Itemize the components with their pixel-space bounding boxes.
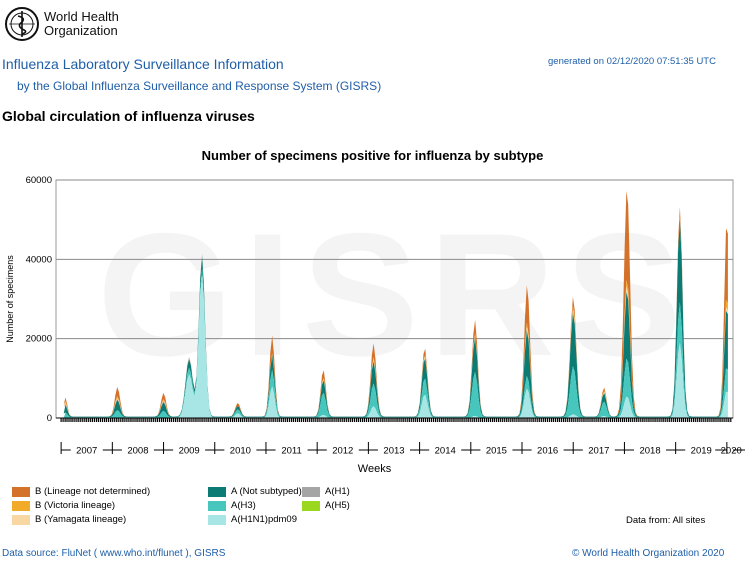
legend-swatch xyxy=(208,500,226,511)
y-tick-label: 0 xyxy=(47,413,52,424)
y-axis-title: Number of specimens xyxy=(5,255,15,343)
x-year-label: 2012 xyxy=(332,446,353,457)
x-year-label: 2009 xyxy=(179,446,200,457)
page-subtitle: by the Global Influenza Surveillance and… xyxy=(17,79,382,93)
who-logo: World Health Organization xyxy=(4,6,119,42)
x-year-label: 2010 xyxy=(230,446,251,457)
legend-label: B (Lineage not determined) xyxy=(35,486,151,497)
legend-label: A(H1N1)pdm09 xyxy=(231,514,297,525)
legend-item-b-victoria-lineage: B (Victoria lineage) xyxy=(12,500,115,511)
org-line-2: Organization xyxy=(44,23,118,38)
x-year-label: 2016 xyxy=(537,446,558,457)
legend-label: B (Victoria lineage) xyxy=(35,500,116,511)
org-line-1: World Health xyxy=(44,9,119,24)
legend-item-a-h5: A(H5) xyxy=(302,500,350,511)
data-source-link[interactable]: Data source: FluNet ( www.who.int/flunet… xyxy=(2,548,226,559)
x-year-label: 2008 xyxy=(127,446,148,457)
x-year-label: 2018 xyxy=(639,446,660,457)
x-year-label: 2015 xyxy=(486,446,507,457)
y-tick-label: 60000 xyxy=(26,175,52,186)
x-year-label: 2007 xyxy=(76,446,97,457)
section-heading: Global circulation of influenza viruses xyxy=(2,108,255,124)
y-tick-label: 40000 xyxy=(26,254,52,265)
legend-item-b-yamagata-lineage: B (Yamagata lineage) xyxy=(12,514,126,525)
legend-swatch xyxy=(12,514,30,525)
legend-item-a-not-subtyped: A (Not subtyped) xyxy=(208,486,302,497)
who-logo-text: World Health Organization xyxy=(44,10,119,38)
legend-swatch xyxy=(12,500,30,511)
x-year-label: 2013 xyxy=(383,446,404,457)
x-year-label: 2011 xyxy=(281,446,301,457)
legend-item-b-lineage-not-determined: B (Lineage not determined) xyxy=(12,486,150,497)
x-axis-title: Weeks xyxy=(358,463,392,475)
x-year-label: 2014 xyxy=(435,446,456,457)
plot-frame xyxy=(55,179,734,419)
legend-item-a-h3: A(H3) xyxy=(208,500,256,511)
generated-timestamp: generated on 02/12/2020 07:51:35 UTC xyxy=(548,56,716,67)
legend-swatch xyxy=(302,500,320,511)
legend-swatch xyxy=(302,486,320,497)
legend-item-a-h1n1-pdm09: A(H1N1)pdm09 xyxy=(208,514,297,525)
legend-label: A(H5) xyxy=(325,500,350,511)
legend-swatch xyxy=(208,514,226,525)
who-emblem-icon xyxy=(5,7,39,41)
legend-label: A(H3) xyxy=(231,500,256,511)
page-title: Influenza Laboratory Surveillance Inform… xyxy=(2,56,284,72)
x-year-label: 2020 xyxy=(721,446,742,457)
data-from-note: Data from: All sites xyxy=(626,515,706,526)
legend-swatch xyxy=(208,486,226,497)
y-tick-label: 20000 xyxy=(26,334,52,345)
legend-swatch xyxy=(12,486,30,497)
legend-label: A(H1) xyxy=(325,486,350,497)
x-week-ticks xyxy=(60,418,732,422)
x-year-label: 2019 xyxy=(691,446,712,457)
watermark-text: GISRS xyxy=(97,198,692,393)
x-year-label: 2017 xyxy=(588,446,609,457)
legend-item-a-h1: A(H1) xyxy=(302,486,350,497)
copyright-link[interactable]: © World Health Organization 2020 xyxy=(572,548,725,559)
legend-label: A (Not subtyped) xyxy=(231,486,302,497)
chart-title: Number of specimens positive for influen… xyxy=(201,148,544,163)
legend-label: B (Yamagata lineage) xyxy=(35,514,127,525)
